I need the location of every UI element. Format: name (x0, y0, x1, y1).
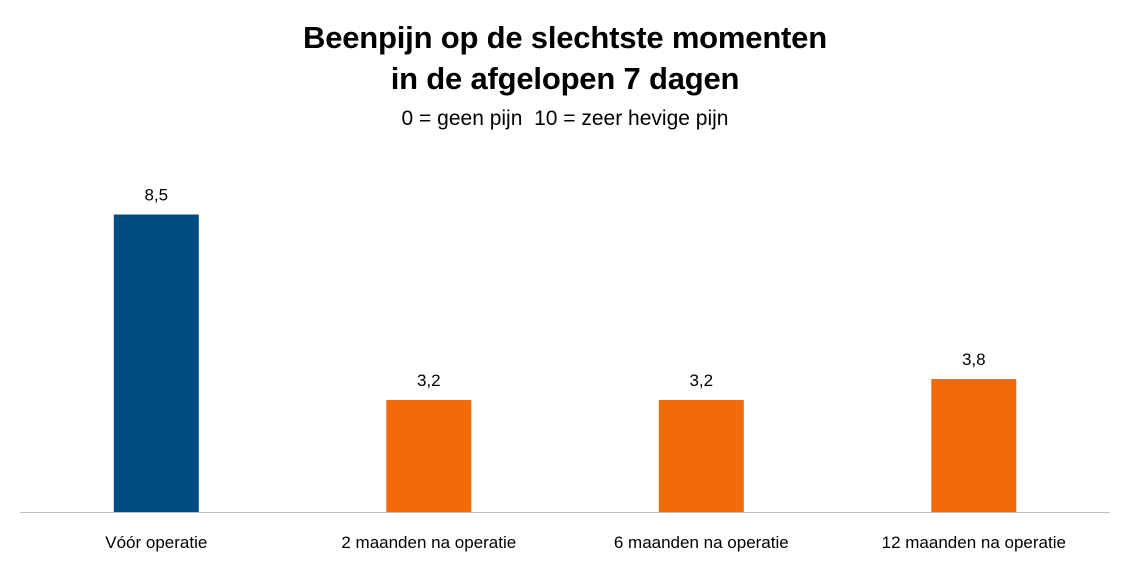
labels-group: 8,5 Vóór operatie 3,2 2 maanden na operatie… (105, 186, 1066, 553)
category-label-3: 12 maanden na operatie (882, 533, 1066, 552)
value-label-3: 3,8 (962, 350, 986, 369)
bar-1 (386, 400, 472, 512)
bar-3 (931, 379, 1017, 512)
bar-0 (113, 214, 199, 512)
chart-title-line-1: Beenpijn op de slechtste momenten (303, 20, 827, 55)
bar-2 (658, 400, 744, 512)
category-label-2: 6 maanden na operatie (614, 533, 789, 552)
category-label-0: Vóór operatie (105, 533, 207, 552)
bars-group (113, 214, 1017, 512)
value-label-1: 3,2 (417, 371, 441, 390)
chart-title-line-2: in de afgelopen 7 dagen (390, 61, 740, 96)
value-label-0: 8,5 (144, 186, 168, 205)
category-label-1: 2 maanden na operatie (341, 533, 516, 552)
chart-subtitle: 0 = geen pijn 10 = zeer hevige pijn (401, 107, 729, 130)
value-label-2: 3,2 (689, 371, 713, 390)
